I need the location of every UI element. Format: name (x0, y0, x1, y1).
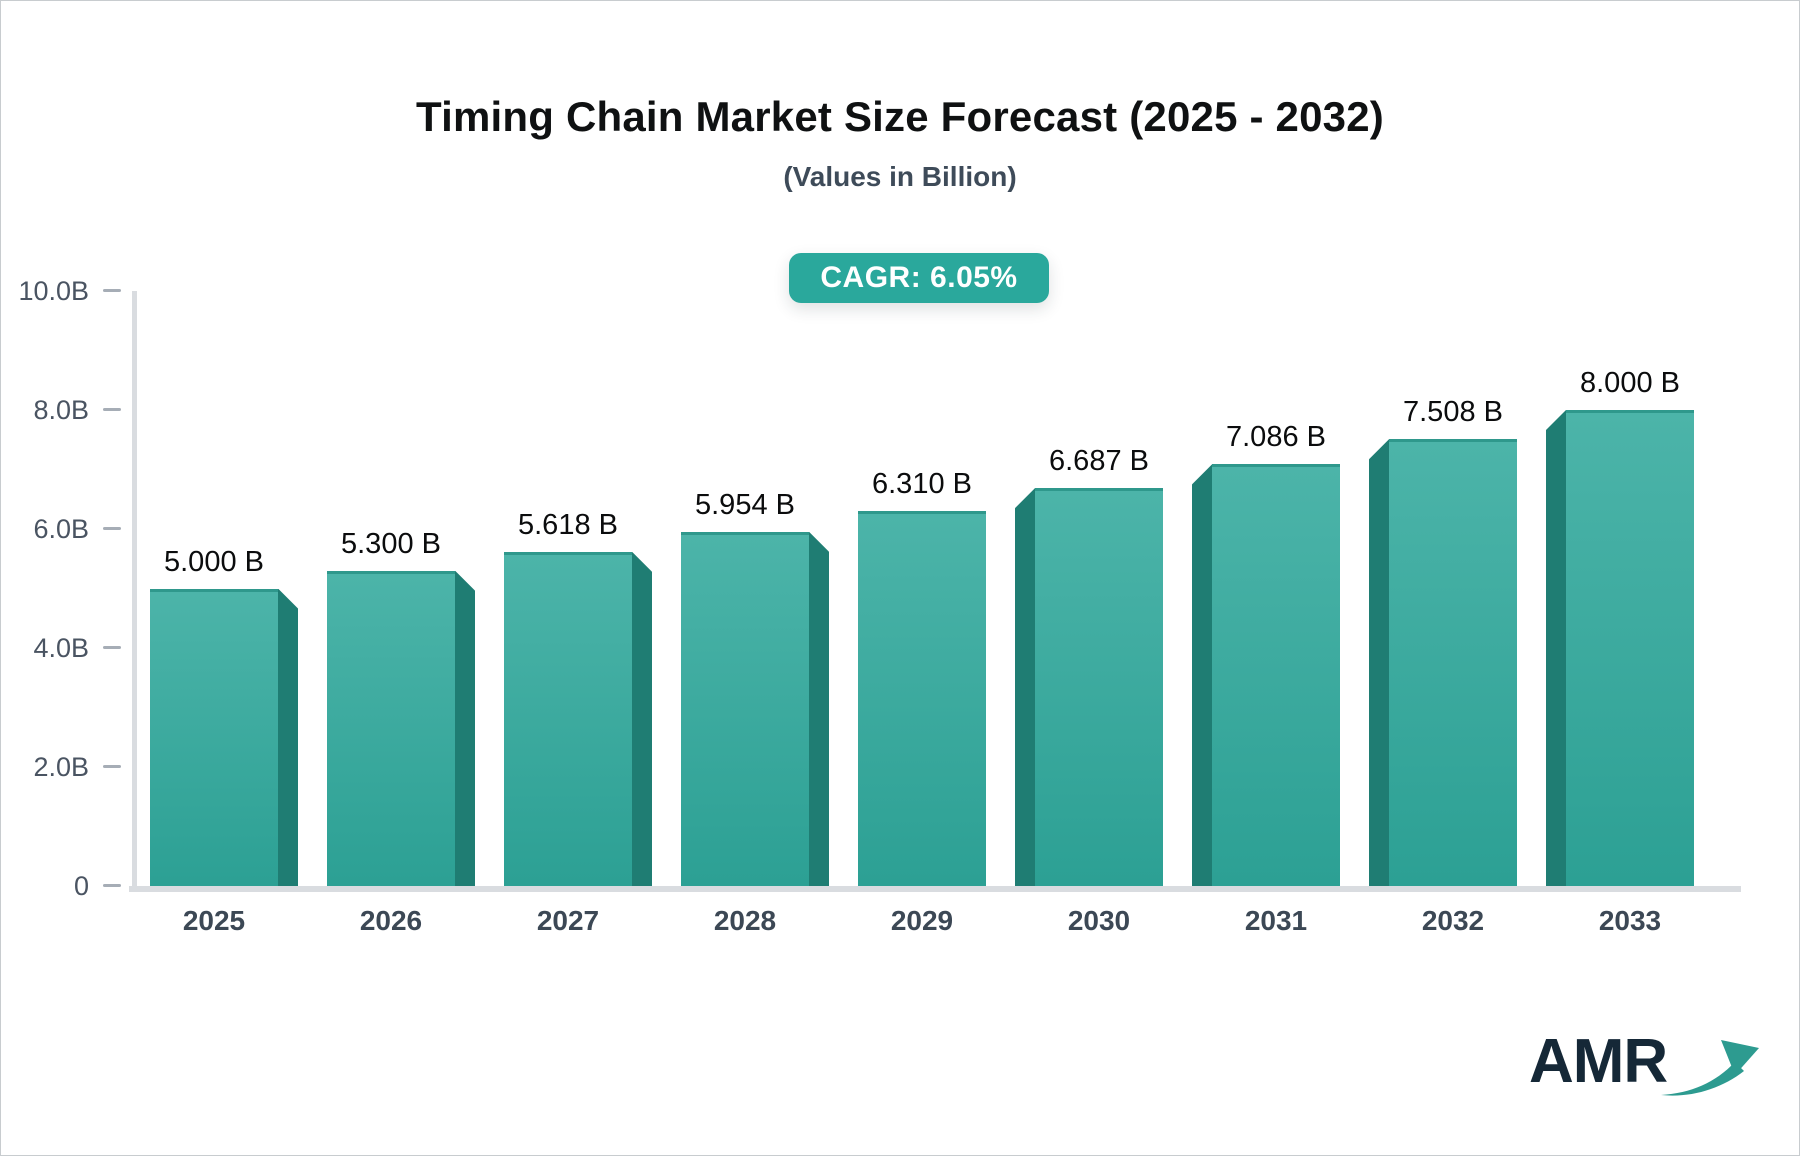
bar-value-label: 5.000 B (164, 545, 264, 578)
x-tick-label: 2029 (890, 905, 954, 936)
bar (150, 588, 278, 886)
bar-value-label: 7.508 B (1403, 396, 1503, 429)
y-tick-mark (103, 527, 121, 530)
bar-3d-side (1546, 410, 1566, 886)
y-tick-label: 0 (73, 871, 89, 901)
amr-logo: AMR (1529, 1031, 1765, 1099)
x-tick-label: 2033 (1598, 905, 1662, 936)
bar-value-label: 5.618 B (518, 508, 618, 541)
x-tick-label: 2025 (182, 905, 246, 936)
x-tick-label: 2028 (713, 905, 777, 936)
bar (1212, 464, 1340, 886)
growth-arrow-icon (1661, 1040, 1760, 1096)
y-tick-label: 8.0B (33, 395, 89, 425)
y-tick-label: 10.0B (18, 276, 89, 306)
bar-3d-side (632, 551, 652, 886)
y-tick-label: 4.0B (33, 633, 89, 663)
bar (1389, 439, 1517, 886)
bar-value-label: 8.000 B (1580, 367, 1680, 399)
y-tick-label: 6.0B (33, 514, 89, 544)
bar (681, 531, 809, 886)
x-axis-line (129, 886, 1741, 892)
bar (858, 510, 986, 886)
bar (1035, 488, 1163, 886)
bar-value-label: 6.310 B (872, 467, 972, 500)
chart-subtitle: (Values in Billion) (783, 161, 1017, 192)
bar-value-label: 5.300 B (341, 527, 441, 560)
x-tick-label: 2031 (1244, 905, 1308, 936)
x-tick-label: 2027 (536, 905, 600, 936)
y-tick-mark (103, 884, 121, 887)
y-tick-mark (103, 765, 121, 768)
bar (1566, 410, 1694, 886)
bar-value-label: 6.687 B (1049, 445, 1149, 478)
y-tick-mark (103, 408, 121, 411)
bar-3d-side (809, 531, 829, 886)
amr-logo-text: AMR (1529, 1027, 1668, 1096)
bar-3d-side (1369, 439, 1389, 886)
x-tick-label: 2026 (359, 905, 423, 936)
bar (504, 551, 632, 886)
chart-title: Timing Chain Market Size Forecast (2025 … (416, 93, 1384, 140)
bar (327, 570, 455, 886)
bar-3d-side (455, 570, 475, 886)
bar-3d-side (1015, 488, 1035, 886)
bar-3d-side (1192, 464, 1212, 886)
y-tick-mark (103, 289, 121, 292)
y-tick-label: 2.0B (33, 752, 89, 782)
bar-value-label: 7.086 B (1226, 421, 1326, 454)
cagr-badge-label: CAGR: 6.05% (820, 261, 1018, 294)
bar-value-label: 5.954 B (695, 488, 795, 521)
bar-3d-side (278, 588, 298, 886)
cagr-badge: CAGR: 6.05% (789, 253, 1049, 303)
y-axis-line (132, 291, 137, 886)
x-tick-label: 2030 (1067, 905, 1131, 936)
y-tick-mark (103, 646, 121, 649)
x-tick-label: 2032 (1421, 905, 1485, 936)
